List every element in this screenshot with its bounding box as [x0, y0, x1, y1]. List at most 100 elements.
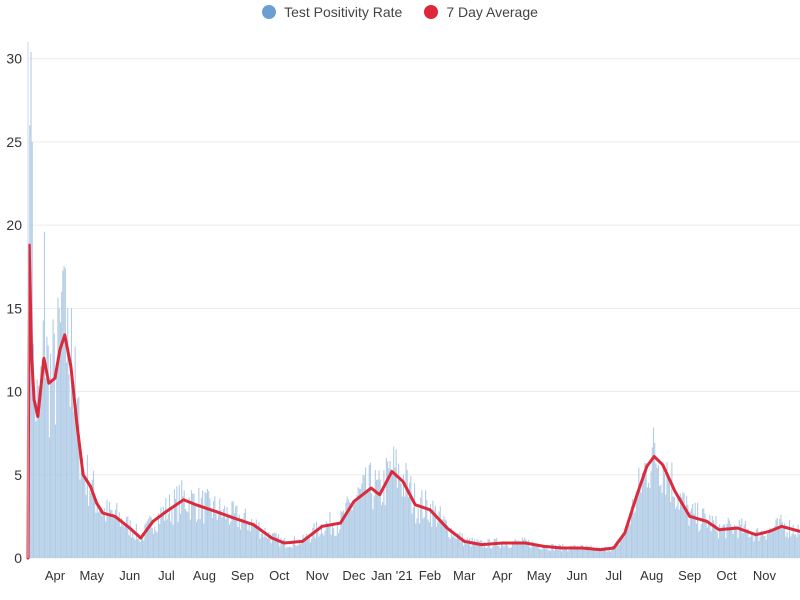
bar[interactable]: [738, 519, 740, 558]
bar[interactable]: [342, 510, 345, 558]
bar[interactable]: [308, 537, 310, 558]
bar[interactable]: [291, 547, 293, 558]
bar[interactable]: [530, 548, 532, 558]
bar[interactable]: [57, 297, 59, 558]
bar[interactable]: [757, 527, 759, 558]
bar[interactable]: [56, 364, 58, 558]
bar[interactable]: [475, 543, 477, 558]
bar[interactable]: [724, 524, 726, 558]
bar[interactable]: [315, 521, 318, 558]
bar[interactable]: [162, 506, 164, 558]
bar[interactable]: [683, 493, 685, 558]
bar[interactable]: [318, 536, 320, 558]
bar[interactable]: [720, 528, 722, 558]
bar[interactable]: [739, 524, 742, 558]
bar[interactable]: [688, 525, 690, 558]
bar[interactable]: [379, 479, 381, 558]
bar[interactable]: [429, 503, 432, 558]
bar[interactable]: [371, 493, 373, 558]
bar[interactable]: [508, 547, 510, 558]
bar[interactable]: [546, 545, 548, 558]
bar[interactable]: [742, 533, 744, 558]
bar[interactable]: [414, 483, 416, 558]
bar[interactable]: [74, 346, 76, 558]
bar[interactable]: [423, 517, 425, 558]
bar[interactable]: [148, 518, 150, 558]
bar[interactable]: [285, 547, 287, 558]
bar[interactable]: [290, 546, 292, 558]
bar[interactable]: [398, 463, 400, 558]
bar[interactable]: [765, 539, 767, 558]
bar[interactable]: [471, 537, 473, 558]
bar[interactable]: [409, 482, 411, 558]
bar[interactable]: [271, 533, 273, 558]
bar[interactable]: [230, 521, 232, 558]
bar[interactable]: [90, 493, 92, 558]
bar[interactable]: [384, 505, 386, 558]
bar[interactable]: [447, 525, 449, 558]
bar[interactable]: [179, 513, 182, 558]
bar[interactable]: [427, 519, 429, 558]
bar[interactable]: [492, 545, 494, 558]
bar[interactable]: [124, 526, 126, 558]
bar[interactable]: [190, 490, 193, 558]
bar[interactable]: [284, 538, 286, 558]
bar[interactable]: [553, 550, 555, 558]
bar[interactable]: [791, 533, 793, 558]
bar[interactable]: [376, 479, 378, 558]
bar[interactable]: [293, 536, 296, 558]
bar[interactable]: [744, 521, 746, 558]
bar[interactable]: [226, 507, 228, 558]
bar[interactable]: [501, 543, 503, 558]
bar[interactable]: [795, 534, 797, 558]
bar[interactable]: [684, 507, 686, 558]
bar[interactable]: [295, 545, 297, 558]
bar[interactable]: [80, 469, 82, 558]
bar[interactable]: [547, 549, 549, 558]
bar[interactable]: [722, 524, 724, 558]
bar[interactable]: [645, 463, 647, 558]
bar[interactable]: [210, 511, 212, 558]
bar[interactable]: [126, 517, 128, 558]
bar[interactable]: [588, 546, 590, 558]
bar[interactable]: [526, 541, 528, 558]
bar[interactable]: [167, 513, 169, 558]
bar[interactable]: [78, 396, 80, 558]
bar[interactable]: [443, 516, 445, 558]
bar[interactable]: [246, 521, 248, 558]
bar[interactable]: [605, 546, 607, 558]
bar[interactable]: [655, 463, 657, 558]
bar[interactable]: [213, 501, 215, 558]
bar[interactable]: [542, 547, 544, 558]
bar[interactable]: [101, 515, 103, 558]
bar[interactable]: [232, 501, 234, 558]
bar[interactable]: [775, 519, 777, 558]
bar[interactable]: [127, 516, 129, 558]
bar[interactable]: [273, 533, 275, 558]
bar[interactable]: [552, 543, 554, 558]
bar[interactable]: [385, 457, 387, 558]
bar[interactable]: [785, 536, 787, 558]
bar[interactable]: [456, 533, 458, 558]
bar[interactable]: [69, 406, 71, 558]
bar[interactable]: [286, 546, 288, 558]
bar[interactable]: [62, 270, 64, 558]
bar[interactable]: [595, 550, 597, 558]
bar[interactable]: [483, 541, 485, 558]
bar[interactable]: [753, 541, 755, 558]
bar[interactable]: [635, 492, 637, 558]
bar[interactable]: [228, 524, 231, 558]
bar[interactable]: [476, 539, 478, 558]
bar[interactable]: [673, 497, 675, 558]
bar[interactable]: [152, 533, 155, 558]
bar[interactable]: [59, 322, 61, 558]
bar[interactable]: [382, 501, 384, 558]
bar[interactable]: [679, 493, 682, 558]
bar[interactable]: [378, 470, 380, 558]
bar[interactable]: [639, 482, 641, 558]
bar[interactable]: [550, 550, 552, 558]
bar[interactable]: [705, 518, 707, 558]
bar[interactable]: [697, 502, 699, 558]
bar[interactable]: [454, 537, 456, 558]
bar[interactable]: [355, 499, 357, 558]
